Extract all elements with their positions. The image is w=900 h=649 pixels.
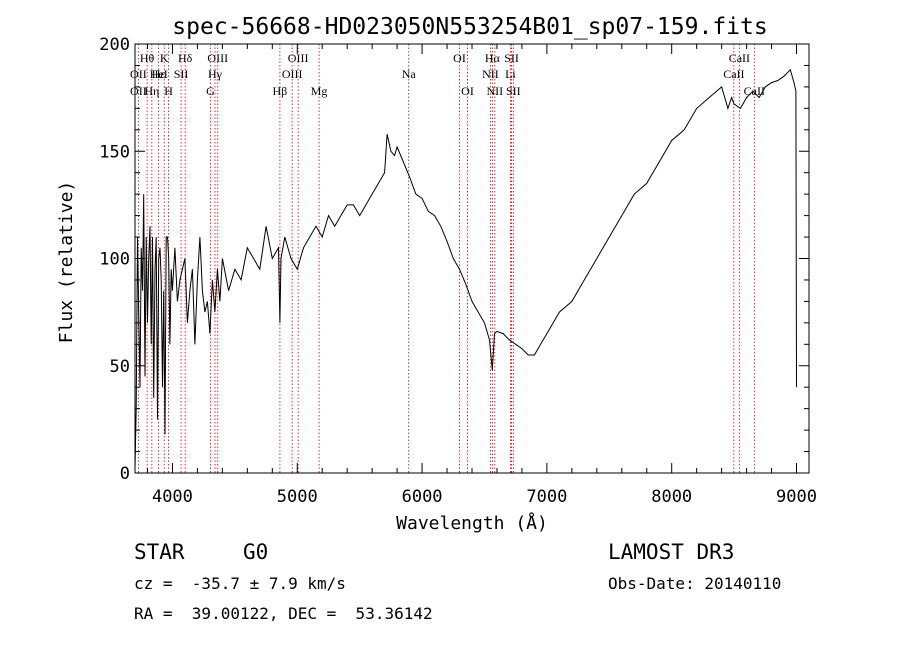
x-tick-label: 4000 xyxy=(152,487,193,507)
spectral-line-label: CaII xyxy=(744,84,765,98)
spectral-line-label: Hδ xyxy=(178,51,193,65)
object-type: STAR xyxy=(134,540,185,564)
spectral-line-label: Hθ xyxy=(140,51,155,65)
spectral-line-label: CaII xyxy=(729,51,750,65)
spectral-line-label: NII xyxy=(482,67,499,81)
spectral-subclass: G0 xyxy=(243,540,269,564)
redshift-readout: cz = -35.7 ± 7.9 km/s xyxy=(134,574,346,593)
spectral-line-markers xyxy=(137,44,755,473)
spectral-line-label: SII xyxy=(174,67,189,81)
spectral-line-label: OI xyxy=(461,84,474,98)
x-tick-label: 9000 xyxy=(776,487,817,507)
spectral-line-label: SII xyxy=(504,51,519,65)
spectral-line-label: OIII xyxy=(207,51,228,65)
y-tick-label: 100 xyxy=(99,250,130,270)
spectral-line-label: CaII xyxy=(723,67,744,81)
plot-frame xyxy=(134,43,810,474)
spectral-line-label: Hβ xyxy=(273,84,288,98)
spectral-line-label: Li xyxy=(505,67,516,81)
spectral-line-label: Hα xyxy=(485,51,501,65)
obs-date: Obs-Date: 20140110 xyxy=(608,574,782,593)
spectral-line-label: G xyxy=(206,84,215,98)
spectral-line-label: OIII xyxy=(288,51,309,65)
x-axis-label: Wavelength (Å) xyxy=(396,512,548,534)
survey-name: LAMOST DR3 xyxy=(608,540,735,564)
spectral-line-label: OIII xyxy=(282,67,303,81)
spectral-line-label: Hη xyxy=(144,84,159,98)
spectral-line-label: Hε xyxy=(152,67,166,81)
spectral-line-label: NII xyxy=(487,84,504,98)
spectral-line-label: K xyxy=(160,51,169,65)
spectral-line-label: Hγ xyxy=(208,67,223,81)
y-axis-label: Flux (relative) xyxy=(56,181,77,344)
spectral-line-label: HeI xyxy=(150,67,168,81)
spectral-line-label: OII xyxy=(130,67,147,81)
y-tick-label: 200 xyxy=(99,35,130,55)
y-tick-label: 150 xyxy=(99,142,130,162)
x-tick-label: 6000 xyxy=(402,487,443,507)
x-tick-label: 8000 xyxy=(651,487,692,507)
axis-ticks: 4000 5000 6000 7000 8000 9000 0 50 100 150 200 xyxy=(99,35,817,507)
spectral-line-label: Na xyxy=(402,67,417,81)
y-tick-label: 0 xyxy=(120,464,130,484)
chart-title: spec-56668-HD023050N553254B01_sp07-159.f… xyxy=(172,14,767,40)
spectral-line-label: Mg xyxy=(311,84,328,98)
x-tick-label: 7000 xyxy=(526,487,567,507)
coordinates: RA = 39.00122, DEC = 53.36142 xyxy=(134,604,433,623)
y-tick-label: 50 xyxy=(110,357,130,377)
spectral-line-label: OI xyxy=(453,51,466,65)
spectral-line-label: SII xyxy=(506,84,521,98)
spectral-line-label: OII xyxy=(130,84,147,98)
x-tick-label: 5000 xyxy=(277,487,318,507)
flux-series-line xyxy=(134,68,797,469)
spectral-line-label: H xyxy=(164,84,173,98)
